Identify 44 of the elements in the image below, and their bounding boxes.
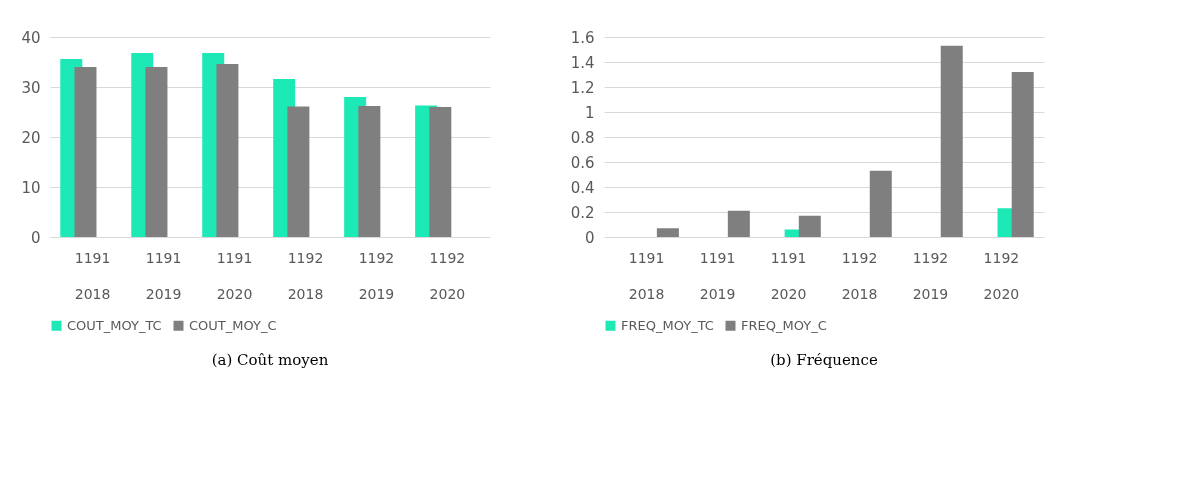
bar — [656, 228, 679, 237]
y-tick-label: 1.4 — [570, 53, 595, 72]
category-label: 1192 2018 — [841, 249, 878, 302]
bar — [429, 107, 452, 237]
y-tick-label: 20 — [21, 128, 41, 147]
y-tick-label: 1.6 — [570, 28, 595, 47]
bar — [74, 67, 97, 237]
category-label: 1192 2019 — [912, 249, 949, 302]
category-label: 1191 2018 — [628, 249, 665, 302]
y-tick-label: 0 — [584, 228, 595, 247]
category-label: 1192 2019 — [358, 249, 395, 302]
bar — [358, 106, 381, 237]
bar — [216, 64, 239, 237]
legend-label: FREQ_MOY_TC — [621, 317, 714, 333]
legend-label: FREQ_MOY_C — [741, 317, 827, 333]
y-tick-label: 0 — [30, 228, 41, 247]
y-tick-label: 0.4 — [570, 178, 595, 197]
y-tick-label: 1.2 — [570, 78, 595, 97]
y-tick-label: 40 — [21, 28, 41, 47]
bar — [727, 210, 750, 237]
category-label: 1191 2018 — [74, 249, 111, 302]
text: (b) Fréquence — [770, 351, 878, 369]
text: (a) Coût moyen — [211, 351, 329, 369]
y-tick-label: 0.6 — [570, 153, 595, 172]
bar — [145, 67, 168, 237]
y-tick-label: 30 — [21, 78, 41, 97]
category-label: 1191 2020 — [216, 249, 253, 302]
bar — [869, 170, 892, 237]
y-tick-label: 1 — [584, 103, 595, 122]
category-label: 1191 2020 — [770, 249, 807, 302]
bar — [798, 215, 821, 237]
category-label: 1192 2020 — [429, 249, 466, 302]
bar — [940, 45, 963, 237]
legend-label: COUT_MOY_TC — [67, 317, 162, 333]
bar — [287, 106, 310, 237]
category-label: 1191 2019 — [145, 249, 182, 302]
legend-label: COUT_MOY_C — [189, 317, 277, 333]
y-tick-label: 0.8 — [570, 128, 595, 147]
category-label: 1192 2018 — [287, 249, 324, 302]
y-tick-label: 0.2 — [570, 203, 595, 222]
y-tick-label: 10 — [21, 178, 41, 197]
category-label: 1192 2020 — [983, 249, 1020, 302]
category-label: 1191 2019 — [699, 249, 736, 302]
bar — [1011, 72, 1034, 237]
